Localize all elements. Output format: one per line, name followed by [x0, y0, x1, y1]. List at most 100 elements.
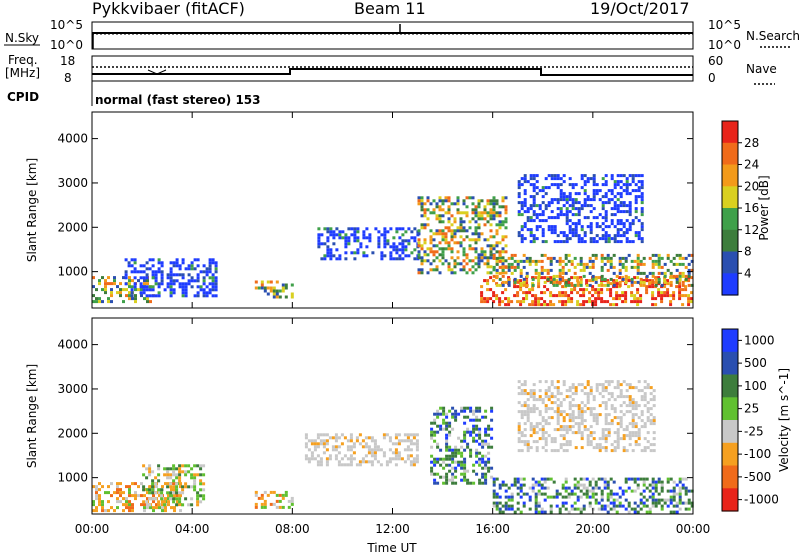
power-cell [526, 180, 530, 184]
power-cell [332, 236, 336, 240]
velocity-cell [544, 389, 548, 393]
power-cell [175, 273, 179, 277]
power-cell [571, 183, 575, 187]
power-cell [681, 256, 685, 260]
power-cell [561, 285, 565, 289]
time-tick-label: 16:00 [475, 522, 510, 536]
velocity-cell [562, 428, 566, 432]
power-cell [134, 294, 137, 298]
power-cell [498, 277, 502, 281]
power-cell [601, 228, 605, 232]
power-cell [281, 289, 285, 293]
power-cell [468, 226, 472, 230]
power-cell [574, 207, 578, 211]
power-cell [329, 248, 333, 252]
power-cell [196, 279, 200, 283]
power-cell [501, 300, 505, 304]
power-cell [380, 251, 384, 255]
velocity-cell [157, 488, 161, 492]
velocity-cell [555, 495, 559, 499]
power-cell [202, 288, 206, 292]
power-cell [181, 282, 185, 286]
velocity-cell [628, 395, 632, 399]
power-cell [151, 294, 155, 298]
power-cell [504, 297, 508, 301]
velocity-cell [523, 404, 527, 408]
power-cell [404, 245, 408, 249]
power-cell [184, 291, 188, 295]
power-cell [600, 274, 604, 278]
velocity-cell [651, 504, 655, 508]
velocity-cell [684, 492, 688, 496]
power-cell [621, 276, 625, 280]
power-cell [444, 226, 448, 230]
power-cell [124, 273, 128, 277]
power-cell [356, 227, 360, 231]
power-cell [579, 276, 583, 280]
velocity-cell [439, 463, 443, 467]
freq-left-label-2: [MHz] [5, 66, 40, 80]
velocity-cell [492, 480, 496, 484]
velocity-cell [592, 395, 596, 399]
velocity-cell [562, 443, 566, 447]
velocity-cell [158, 491, 161, 495]
power-cell [368, 236, 372, 240]
velocity-cell [568, 389, 572, 393]
velocity-cell [137, 485, 140, 489]
velocity-cell [547, 389, 551, 393]
velocity-cell [463, 439, 467, 443]
power-cell [489, 199, 493, 203]
power-cell [604, 240, 608, 244]
velocity-cell [454, 466, 458, 470]
power-cell [513, 268, 517, 272]
power-cell [553, 198, 557, 202]
velocity-cell [184, 464, 188, 468]
velocity-cell [169, 491, 173, 495]
power-cell [589, 237, 593, 241]
velocity-cell [616, 386, 620, 390]
power-cell [495, 229, 499, 233]
power-cell [480, 259, 484, 263]
power-cell [621, 277, 625, 281]
velocity-cell [445, 424, 449, 428]
power-cell [553, 177, 557, 181]
velocity-cell [346, 457, 350, 461]
power-cell [456, 229, 460, 233]
power-cell [681, 294, 685, 298]
power-cell [580, 207, 584, 211]
power-cell [678, 274, 682, 278]
velocity-cell [478, 442, 482, 446]
velocity-cell [558, 507, 562, 511]
velocity-cell [582, 507, 586, 511]
velocity-cell [591, 477, 595, 481]
velocity-cell [152, 494, 155, 498]
velocity-cell [275, 499, 279, 503]
power-cell [598, 213, 602, 217]
power-cell [398, 227, 402, 231]
velocity-cell [513, 483, 517, 487]
velocity-cell [166, 467, 170, 471]
power-cell [606, 279, 610, 283]
velocity-cell [184, 485, 188, 489]
velocity-cell [469, 481, 473, 485]
power-cell [654, 280, 658, 284]
power-cell [480, 217, 484, 221]
power-cell [618, 262, 622, 266]
power-cell [139, 285, 143, 289]
velocity-cell [364, 442, 368, 446]
velocity-cell [547, 395, 551, 399]
velocity-cell [643, 392, 647, 396]
velocity-cell [364, 460, 368, 464]
power-cell [329, 251, 333, 255]
velocity-cell [550, 383, 554, 387]
velocity-cell [598, 392, 602, 396]
velocity-cell [478, 430, 482, 434]
velocity-cell [631, 386, 635, 390]
velocity-cell [466, 478, 470, 482]
velocity-cell [516, 480, 520, 484]
velocity-cell [484, 454, 488, 458]
velocity-cell [556, 392, 560, 396]
power-cell [462, 238, 466, 242]
power-cell [630, 300, 634, 304]
